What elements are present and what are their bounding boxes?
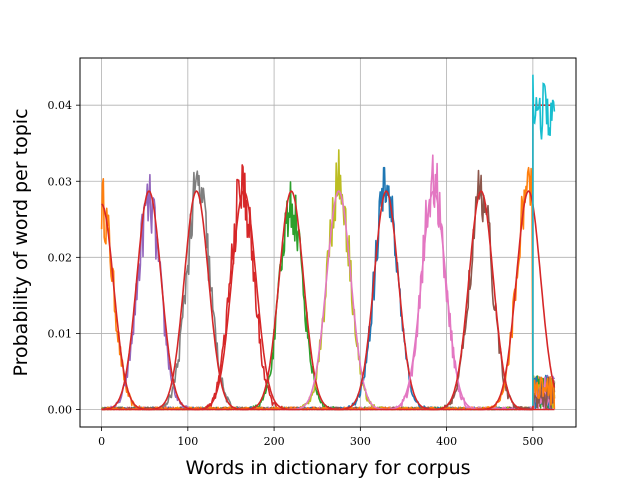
- smooth-topic-curve: [239, 190, 344, 411]
- x-tick-label: 0: [98, 435, 105, 448]
- smooth-topic-curve: [476, 190, 556, 411]
- smooth-topic-curve: [334, 190, 438, 411]
- y-tick-label: 0.03: [48, 175, 73, 188]
- smooth-topic-curve: [192, 190, 296, 411]
- y-tick-label: 0.01: [48, 327, 73, 340]
- y-tick-label: 0.02: [48, 251, 73, 264]
- noisy-topic-series: [101, 154, 556, 411]
- y-axis-label: Probability of word per topic: [10, 108, 32, 376]
- y-tick-label: 0.04: [48, 99, 73, 112]
- x-axis-ticks: 0 100 200 300 400 500: [98, 427, 543, 448]
- x-tick-label: 100: [177, 435, 198, 448]
- smooth-topic-curve: [429, 190, 533, 411]
- plot-area: [100, 74, 556, 411]
- noisy-topic-series: [101, 166, 556, 411]
- smooth-topic-curve: [287, 190, 391, 411]
- noisy-topic-series: [101, 166, 555, 411]
- x-tick-label: 500: [522, 435, 543, 448]
- smooth-topic-curve: [144, 190, 249, 411]
- axes-frame: [79, 57, 577, 428]
- smooth-topic-curve: [101, 190, 201, 411]
- x-axis-label: Words in dictionary for corpus: [185, 457, 470, 479]
- noisy-topic-series: [101, 164, 556, 411]
- x-tick-label: 200: [264, 435, 285, 448]
- high-cluster-series: [532, 74, 556, 406]
- y-tick-label: 0.00: [48, 404, 73, 417]
- y-axis-ticks: 0.00 0.01 0.02 0.03 0.04: [48, 99, 80, 417]
- x-tick-label: 300: [350, 435, 371, 448]
- smooth-topic-curve: [381, 190, 486, 411]
- x-tick-label: 400: [436, 435, 457, 448]
